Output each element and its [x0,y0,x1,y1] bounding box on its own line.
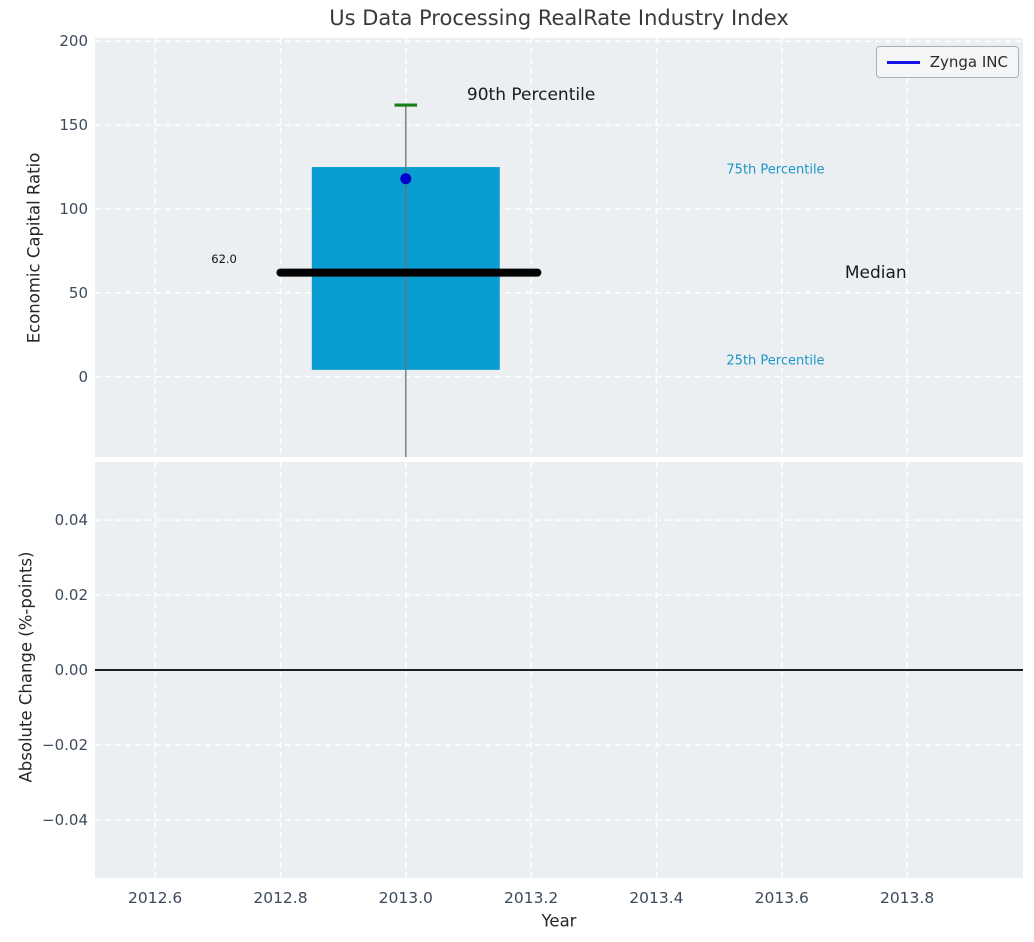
x-tick-label: 2013.6 [754,889,809,907]
x-tick-label: 2012.8 [253,889,308,907]
top-plot-area: Zynga INC [95,38,1023,457]
bottom-y-tick-label: 0.04 [54,511,88,530]
x-axis-label: Year [541,911,577,931]
legend-line-sample [886,60,920,64]
annotation-p90-label: 90th Percentile [466,84,596,105]
top-y-tick-label: 0 [78,367,88,386]
bottom-y-tick-label: −0.02 [42,735,88,754]
x-tick-label: 2013.4 [629,889,684,907]
annotation-median-value: 62.0 [211,252,237,267]
top-plot-canvas [95,38,1023,457]
annotation-median-label: Median [844,262,907,283]
x-tick-label: 2013.2 [503,889,559,907]
annotation-p75-label: 75th Percentile [726,162,825,178]
top-y-tick-label: 100 [59,199,88,218]
annotation-p25-label: 25th Percentile [726,353,825,369]
x-tick-label: 2013.8 [879,889,935,907]
legend-label: Zynga INC [929,53,1008,71]
top-y-tick-label: 50 [68,283,88,302]
bottom-plot-canvas [95,462,1023,878]
bottom-plot-area [95,462,1023,878]
bottom-y-tick-label: −0.04 [42,810,88,829]
top-y-tick-label: 150 [59,116,88,135]
chart-title: Us Data Processing RealRate Industry Ind… [329,6,789,30]
x-tick-label: 2013.0 [378,889,433,907]
bottom-y-tick-label: 0.00 [54,661,88,679]
legend: Zynga INC [875,46,1019,78]
top-y-tick-label: 200 [59,32,88,51]
x-tick-label: 2012.6 [128,889,183,907]
bottom-y-tick-label: 0.02 [54,586,88,605]
company-point [400,173,412,185]
top-y-axis-label: Economic Capital Ratio [24,152,44,344]
